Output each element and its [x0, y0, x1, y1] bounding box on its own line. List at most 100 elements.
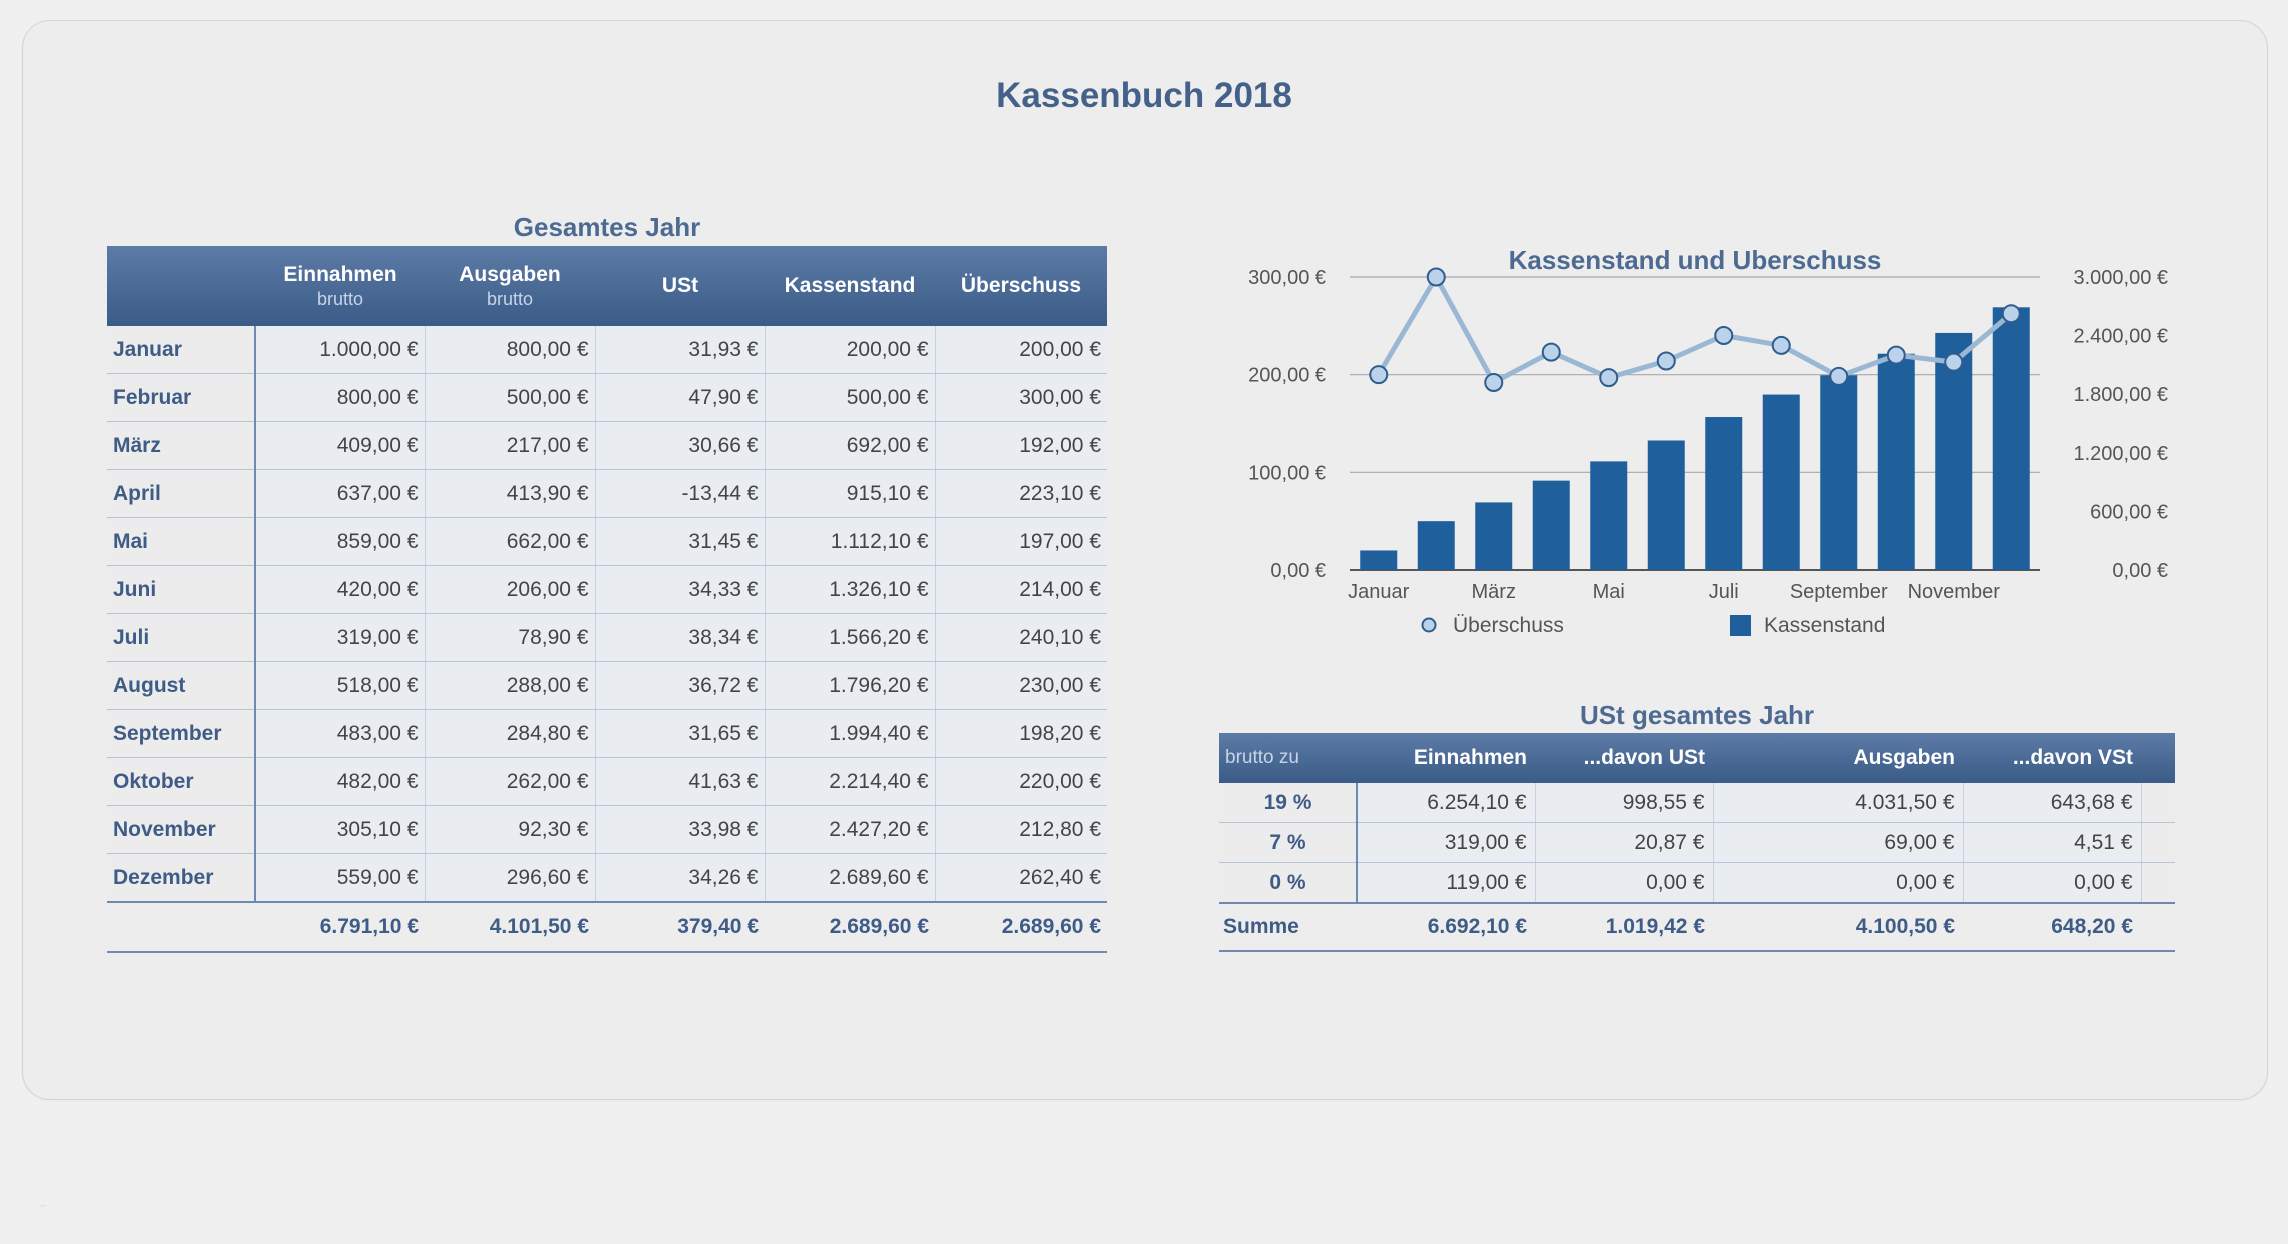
ausgaben-cell[interactable]: 662,00 €	[424, 517, 595, 566]
ueberschuss-cell[interactable]: 262,40 €	[934, 853, 1107, 903]
total-ust[interactable]: 379,40 €	[595, 902, 765, 953]
kassenstand-cell[interactable]: 1.112,10 €	[764, 517, 935, 566]
ausgaben-cell[interactable]: 800,00 €	[424, 326, 595, 374]
ust-vst-cell[interactable]: 0,00 €	[1962, 862, 2141, 904]
header-ueberschuss[interactable]: Überschuss	[935, 246, 1107, 326]
ueberschuss-cell[interactable]: 220,00 €	[934, 757, 1107, 806]
ust-vst-cell[interactable]: 4,51 €	[1962, 822, 2141, 863]
kassenstand-cell[interactable]: 2.689,60 €	[764, 853, 935, 903]
month-cell[interactable]: Mai	[107, 517, 256, 566]
ueberschuss-cell[interactable]: 230,00 €	[934, 661, 1107, 710]
ust-cell[interactable]: 31,45 €	[594, 517, 765, 566]
ausgaben-cell[interactable]: 217,00 €	[424, 421, 595, 470]
ust-total-blank[interactable]	[2141, 903, 2175, 952]
ausgaben-cell[interactable]: 288,00 €	[424, 661, 595, 710]
ust-ust-cell[interactable]: 0,00 €	[1534, 862, 1713, 904]
ust-cell[interactable]: 34,33 €	[594, 565, 765, 614]
ausgaben-cell[interactable]: 92,30 €	[424, 805, 595, 854]
ueberschuss-cell[interactable]: 212,80 €	[934, 805, 1107, 854]
ust-cell[interactable]: 47,90 €	[594, 373, 765, 422]
ust-total-ust[interactable]: 1.019,42 €	[1535, 903, 1713, 952]
ueberschuss-cell[interactable]: 223,10 €	[934, 469, 1107, 518]
ust-cell[interactable]: 36,72 €	[594, 661, 765, 710]
ust-total-ausgaben[interactable]: 4.100,50 €	[1713, 903, 1963, 952]
ust-cell[interactable]: 34,26 €	[594, 853, 765, 903]
einnahmen-cell[interactable]: 420,00 €	[254, 565, 425, 614]
total-kassenstand[interactable]: 2.689,60 €	[765, 902, 935, 953]
kassenstand-cell[interactable]: 200,00 €	[764, 326, 935, 374]
ust-einnahmen-cell[interactable]: 119,00 €	[1356, 862, 1535, 904]
einnahmen-cell[interactable]: 518,00 €	[254, 661, 425, 710]
ust-rate-cell[interactable]: 19 %	[1219, 783, 1358, 823]
month-cell[interactable]: Juni	[107, 565, 256, 614]
month-cell[interactable]: Oktober	[107, 757, 256, 806]
kassenstand-cell[interactable]: 915,10 €	[764, 469, 935, 518]
month-cell[interactable]: Dezember	[107, 853, 256, 903]
ueberschuss-cell[interactable]: 197,00 €	[934, 517, 1107, 566]
header-kassenstand[interactable]: Kassenstand	[765, 246, 935, 326]
ust-einnahmen-cell[interactable]: 6.254,10 €	[1356, 783, 1535, 823]
ueberschuss-cell[interactable]: 192,00 €	[934, 421, 1107, 470]
ust-cell[interactable]: 41,63 €	[594, 757, 765, 806]
ueberschuss-cell[interactable]: 214,00 €	[934, 565, 1107, 614]
ausgaben-cell[interactable]: 413,90 €	[424, 469, 595, 518]
header-ust[interactable]: USt	[595, 246, 765, 326]
header-einnahmen[interactable]: Einnahmen brutto	[255, 246, 425, 326]
ust-cell[interactable]: 31,65 €	[594, 709, 765, 758]
ust-ausgaben-cell[interactable]: 69,00 €	[1712, 822, 1963, 863]
ust-header-davon-vst[interactable]: ...davon VSt	[1963, 733, 2141, 783]
einnahmen-cell[interactable]: 859,00 €	[254, 517, 425, 566]
ust-einnahmen-cell[interactable]: 319,00 €	[1356, 822, 1535, 863]
ausgaben-cell[interactable]: 500,00 €	[424, 373, 595, 422]
ust-header-blank[interactable]	[2141, 733, 2175, 783]
kassenstand-cell[interactable]: 2.214,40 €	[764, 757, 935, 806]
total-einnahmen[interactable]: 6.791,10 €	[255, 902, 425, 953]
ausgaben-cell[interactable]: 284,80 €	[424, 709, 595, 758]
ust-vst-cell[interactable]: 643,68 €	[1962, 783, 2141, 823]
kassenstand-cell[interactable]: 500,00 €	[764, 373, 935, 422]
einnahmen-cell[interactable]: 559,00 €	[254, 853, 425, 903]
ust-rate-cell[interactable]: 0 %	[1219, 862, 1358, 904]
month-cell[interactable]: Februar	[107, 373, 256, 422]
ust-cell[interactable]: 31,93 €	[594, 326, 765, 374]
kassenstand-cell[interactable]: 1.326,10 €	[764, 565, 935, 614]
month-cell[interactable]: April	[107, 469, 256, 518]
ust-cell[interactable]: 30,66 €	[594, 421, 765, 470]
total-label[interactable]	[107, 902, 255, 953]
ust-ausgaben-cell[interactable]: 4.031,50 €	[1712, 783, 1963, 823]
header-ausgaben[interactable]: Ausgaben brutto	[425, 246, 595, 326]
month-cell[interactable]: August	[107, 661, 256, 710]
ust-total-label[interactable]: Summe	[1219, 903, 1357, 952]
ausgaben-cell[interactable]: 262,00 €	[424, 757, 595, 806]
total-ueberschuss[interactable]: 2.689,60 €	[935, 902, 1107, 953]
ust-blank-cell[interactable]	[2140, 862, 2175, 904]
ust-ust-cell[interactable]: 20,87 €	[1534, 822, 1713, 863]
einnahmen-cell[interactable]: 483,00 €	[254, 709, 425, 758]
einnahmen-cell[interactable]: 319,00 €	[254, 613, 425, 662]
ueberschuss-cell[interactable]: 200,00 €	[934, 326, 1107, 374]
einnahmen-cell[interactable]: 1.000,00 €	[254, 326, 425, 374]
ausgaben-cell[interactable]: 78,90 €	[424, 613, 595, 662]
ueberschuss-cell[interactable]: 300,00 €	[934, 373, 1107, 422]
einnahmen-cell[interactable]: 482,00 €	[254, 757, 425, 806]
ausgaben-cell[interactable]: 296,60 €	[424, 853, 595, 903]
ust-total-vst[interactable]: 648,20 €	[1963, 903, 2141, 952]
ust-ust-cell[interactable]: 998,55 €	[1534, 783, 1713, 823]
month-cell[interactable]: März	[107, 421, 256, 470]
month-cell[interactable]: Januar	[107, 326, 256, 374]
ust-cell[interactable]: 33,98 €	[594, 805, 765, 854]
ust-blank-cell[interactable]	[2140, 822, 2175, 863]
ueberschuss-cell[interactable]: 198,20 €	[934, 709, 1107, 758]
month-cell[interactable]: September	[107, 709, 256, 758]
ust-header-brutto-zu[interactable]: brutto zu	[1219, 733, 1357, 783]
kassenstand-cell[interactable]: 1.994,40 €	[764, 709, 935, 758]
month-cell[interactable]: Juli	[107, 613, 256, 662]
ust-cell[interactable]: -13,44 €	[594, 469, 765, 518]
einnahmen-cell[interactable]: 305,10 €	[254, 805, 425, 854]
total-ausgaben[interactable]: 4.101,50 €	[425, 902, 595, 953]
kassenstand-cell[interactable]: 692,00 €	[764, 421, 935, 470]
einnahmen-cell[interactable]: 800,00 €	[254, 373, 425, 422]
einnahmen-cell[interactable]: 409,00 €	[254, 421, 425, 470]
header-month[interactable]	[107, 246, 255, 326]
ueberschuss-cell[interactable]: 240,10 €	[934, 613, 1107, 662]
